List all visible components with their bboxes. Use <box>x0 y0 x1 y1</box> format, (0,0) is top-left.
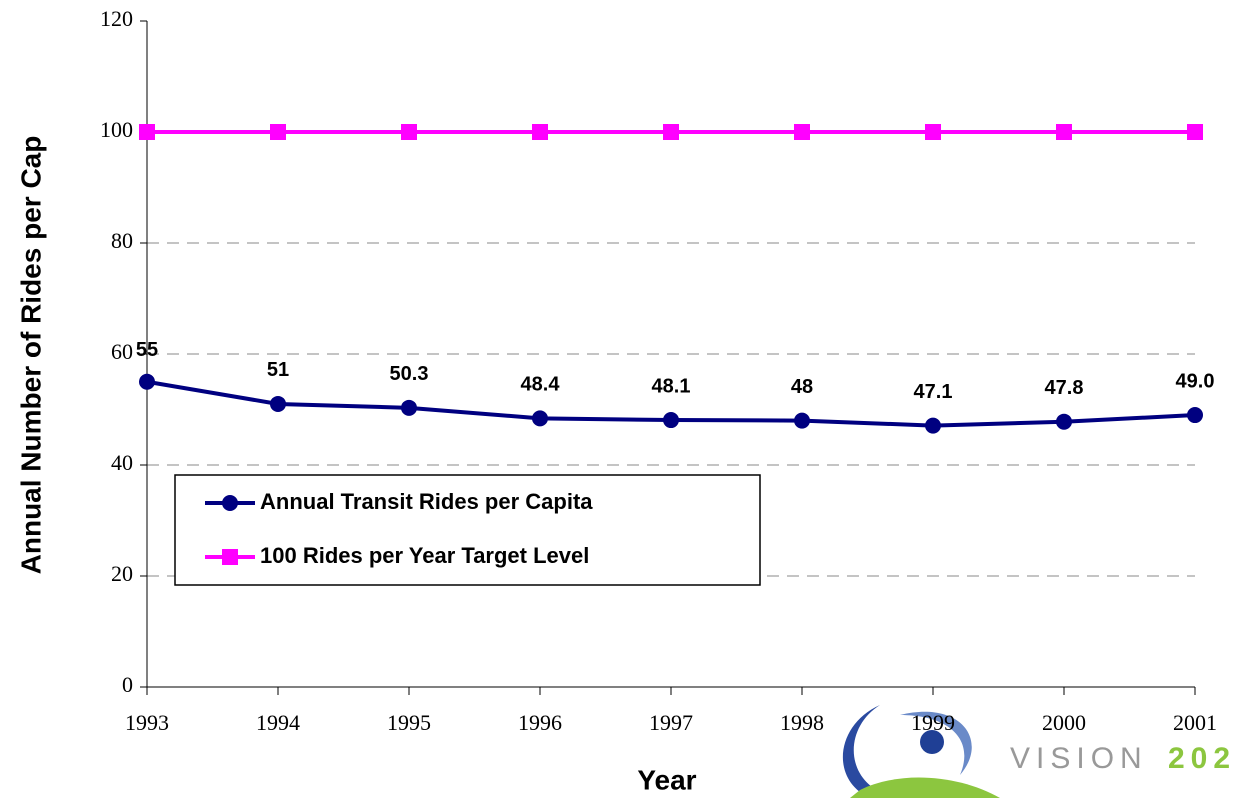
point <box>663 124 679 140</box>
point <box>532 410 548 427</box>
x-tick-label: 1995 <box>387 710 431 735</box>
y-tick-label: 0 <box>122 672 133 697</box>
point <box>532 124 548 140</box>
legend: Annual Transit Rides per Capita 100 Rides… <box>174 474 761 586</box>
x-axis-label: Year <box>637 764 696 795</box>
legend-marker <box>222 495 238 511</box>
y-tick-label: 80 <box>111 228 133 253</box>
data-label: 51 <box>267 359 289 381</box>
logo-dot <box>920 730 944 754</box>
x-tick-label: 1997 <box>649 710 693 735</box>
x-tick-label: 2001 <box>1173 710 1217 735</box>
data-label: 47.8 <box>1045 377 1084 399</box>
point <box>401 124 417 140</box>
data-label: 48 <box>791 376 813 398</box>
data-label: 55 <box>136 339 158 361</box>
point <box>139 124 155 140</box>
point <box>925 417 941 434</box>
x-tick-label: 1998 <box>780 710 824 735</box>
data-label: 48.4 <box>521 374 561 396</box>
point <box>1187 407 1203 424</box>
x-tick-label: 2000 <box>1042 710 1086 735</box>
point <box>401 399 417 416</box>
point <box>925 124 941 140</box>
legend-box <box>174 474 761 586</box>
x-tick-label: 1993 <box>125 710 169 735</box>
x-tick-label: 1994 <box>256 710 300 735</box>
legend-marker <box>222 549 238 565</box>
x-tick-label: 1996 <box>518 710 562 735</box>
data-label: 50.3 <box>390 363 429 385</box>
y-axis-label: Annual Number of Rides per Cap <box>15 136 46 575</box>
legend-label: Annual Transit Rides per Capita <box>260 489 593 514</box>
logo-number: 202 <box>1168 742 1236 775</box>
logo: VISION 202 <box>842 705 1236 798</box>
point <box>139 373 155 390</box>
y-tick-label: 120 <box>100 6 133 31</box>
point <box>1056 124 1072 140</box>
logo-word: VISION <box>1010 742 1148 775</box>
point <box>794 124 810 140</box>
data-label: 48.1 <box>652 375 691 397</box>
data-label: 49.0 <box>1176 370 1215 392</box>
point <box>270 124 286 140</box>
point <box>1056 413 1072 430</box>
point <box>663 412 679 429</box>
point <box>270 395 286 412</box>
y-tick-label: 100 <box>100 117 133 142</box>
data-label: 47.1 <box>914 381 953 403</box>
x-tick-label: 1999 <box>911 710 955 735</box>
logo-swirl <box>900 711 972 775</box>
logo-swirl <box>842 705 900 798</box>
y-tick-label: 40 <box>111 450 133 475</box>
logo-swoosh <box>850 777 1000 798</box>
point <box>1187 124 1203 140</box>
y-tick-label: 20 <box>111 561 133 586</box>
legend-label: 100 Rides per Year Target Level <box>260 543 589 568</box>
y-tick-label: 60 <box>111 339 133 364</box>
point <box>794 412 810 429</box>
